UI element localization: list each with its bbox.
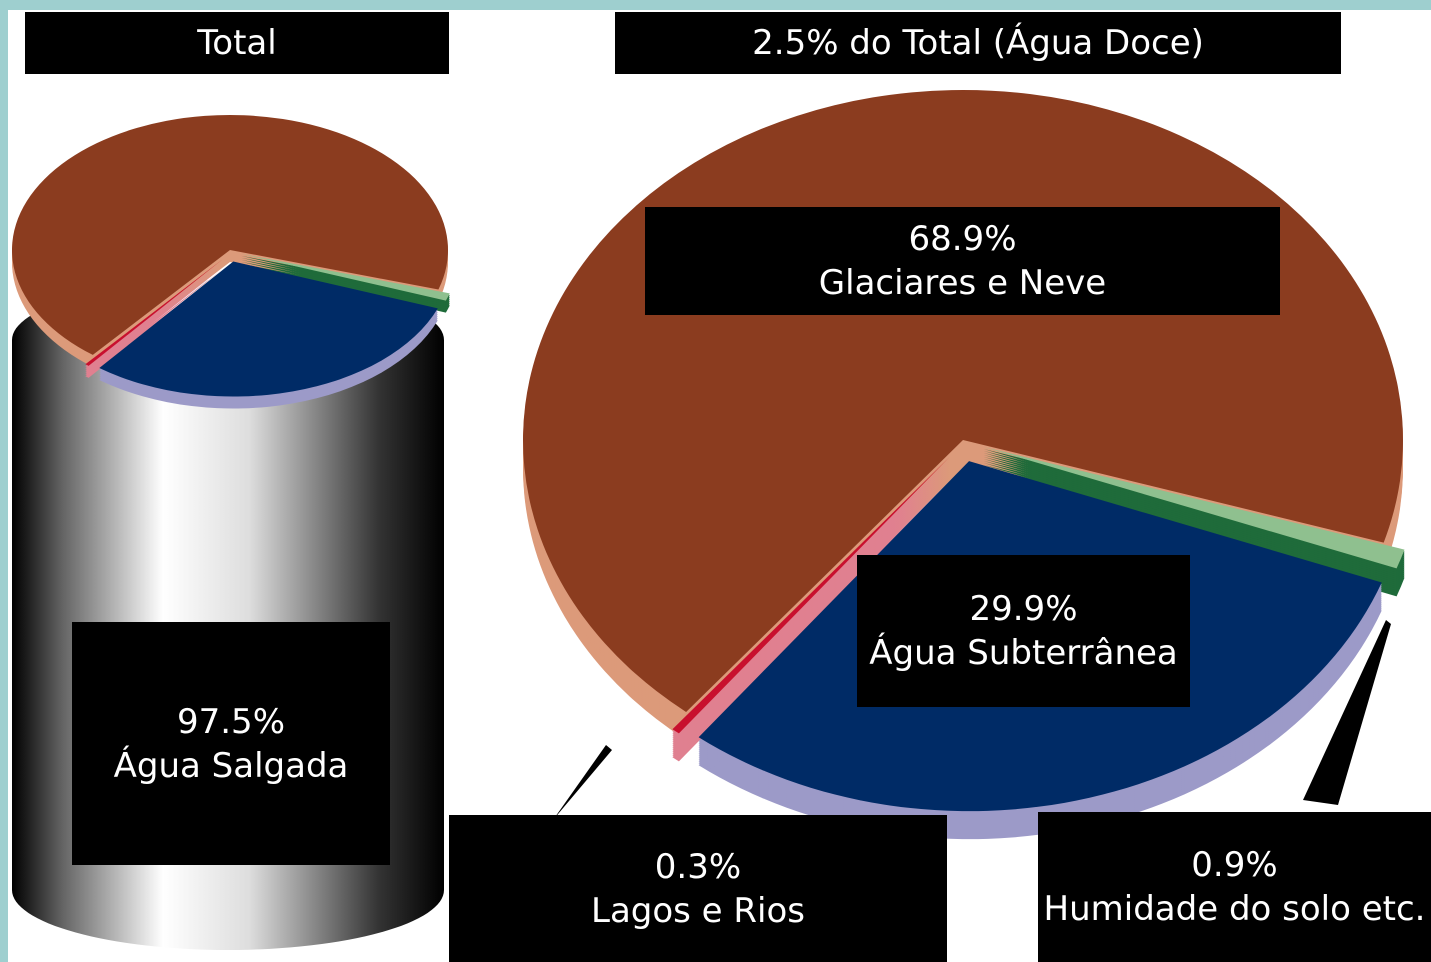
data-label: 68.9% [645, 217, 1280, 261]
data-label: Água Subterrânea [857, 631, 1190, 675]
data-label: 0.9% [1038, 843, 1431, 887]
chart-title: 2.5% do Total (Água Doce) [615, 21, 1341, 65]
data-label: Humidade do solo etc. [1038, 887, 1431, 931]
data-label: 29.9% [857, 587, 1190, 631]
data-label: 0.3% [449, 845, 947, 889]
data-label: Lagos e Rios [449, 889, 947, 933]
data-label: Água Salgada [72, 744, 390, 788]
label-box: 68.9%Glaciares e Neve [645, 207, 1280, 315]
title-box: Total [25, 12, 449, 74]
data-label: Glaciares e Neve [645, 261, 1280, 305]
label-box: 0.3%Lagos e Rios [449, 815, 947, 962]
title-box: 2.5% do Total (Água Doce) [615, 12, 1341, 74]
data-label: 97.5% [72, 700, 390, 744]
label-box: 97.5%Água Salgada [72, 622, 390, 865]
chart-title: Total [25, 21, 449, 65]
label-box: 0.9%Humidade do solo etc. [1038, 812, 1431, 962]
label-box: 29.9%Água Subterrânea [857, 555, 1190, 707]
page: {"chart_data":[ {"type":"cylinder","titl… [0, 0, 1431, 962]
leader [553, 745, 612, 820]
canvas: Total 2.5% do Total (Água Doce) 97.5%Águ… [8, 10, 1431, 962]
